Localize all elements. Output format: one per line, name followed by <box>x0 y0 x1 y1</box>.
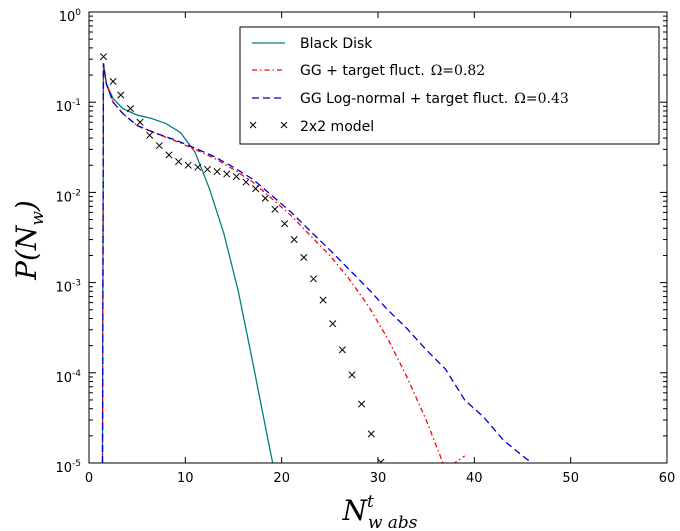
series-2x2-point <box>146 131 154 139</box>
legend-label-gg: GG + target fluct. Ω=0.82 <box>300 63 485 79</box>
series-2x2-point <box>367 430 375 438</box>
series-2x2-point <box>136 118 144 126</box>
series-2x2-point <box>117 91 125 99</box>
series-2x2-point <box>109 77 117 85</box>
series-2x2-point <box>281 220 289 228</box>
series-2x2-point <box>338 346 346 354</box>
y-axis-title: P(Nw) <box>10 200 48 281</box>
x-tick-labels: 0 10 20 30 40 50 60 <box>85 471 675 486</box>
series-2x2-point <box>203 165 212 173</box>
series-2x2-point <box>184 161 192 169</box>
series-2x2-point <box>290 236 298 244</box>
ticks-layer <box>88 11 668 464</box>
series-2x2-point <box>271 205 279 213</box>
legend-label-black-disk: Black Disk <box>300 36 373 52</box>
series-2x2-point <box>155 142 163 150</box>
series-2x2-point <box>99 53 108 61</box>
x-tick-label: 20 <box>273 471 290 486</box>
series-2x2-point <box>300 253 308 262</box>
series-black-disk-line <box>101 63 274 463</box>
series-2x2-point <box>242 178 250 186</box>
y-tick-label: 10-4 <box>55 369 81 386</box>
x-tick-label: 50 <box>562 471 579 486</box>
series-layer <box>101 63 533 463</box>
series-2x2-point <box>213 168 221 176</box>
series-2x2-point <box>329 320 337 328</box>
x-tick-label: 60 <box>659 471 676 486</box>
y-tick-label: 100 <box>59 8 82 25</box>
legend-label-2x2: 2x2 model <box>300 119 374 135</box>
series-gg-lognormal-line <box>101 63 533 463</box>
series-2x2-point <box>126 105 134 113</box>
series-gg-line <box>101 63 466 463</box>
legend-box <box>239 26 660 145</box>
x-axis-title: Nt w abs <box>341 492 417 531</box>
y-tick-label: 10-3 <box>55 279 81 296</box>
x-tick-label: 0 <box>85 471 93 486</box>
y-tick-label: 10-1 <box>55 98 81 115</box>
y-tick-label: 10-2 <box>55 188 81 205</box>
series-2x2-point <box>232 172 240 181</box>
series-2x2-point <box>252 185 260 193</box>
legend-marker-2x2 <box>249 121 288 129</box>
legend: Black Disk GG + target fluct. Ω=0.82 GG L… <box>239 26 660 145</box>
y-tick-labels: 100 10-1 10-2 10-3 10-4 10-5 <box>55 8 81 476</box>
legend-label-gg-lognormal: GG Log-normal + target fluct. Ω=0.43 <box>300 91 569 107</box>
series-2x2-point <box>358 400 366 408</box>
series-2x2-point <box>348 371 356 379</box>
series-2x2-point <box>165 151 173 159</box>
y-tick-label: 10-5 <box>55 459 81 476</box>
series-2x2-point <box>319 296 327 304</box>
series-2x2-point <box>223 170 231 178</box>
series-2x2-point <box>194 163 202 171</box>
x-tick-label: 40 <box>466 471 483 486</box>
series-2x2-point <box>261 194 269 202</box>
series-2x2-point <box>377 458 385 463</box>
x-tick-label: 10 <box>177 471 194 486</box>
x-tick-label: 30 <box>370 471 387 486</box>
series-2x2-point <box>309 275 318 283</box>
marker-layer <box>99 53 385 463</box>
series-2x2-point <box>175 157 183 166</box>
